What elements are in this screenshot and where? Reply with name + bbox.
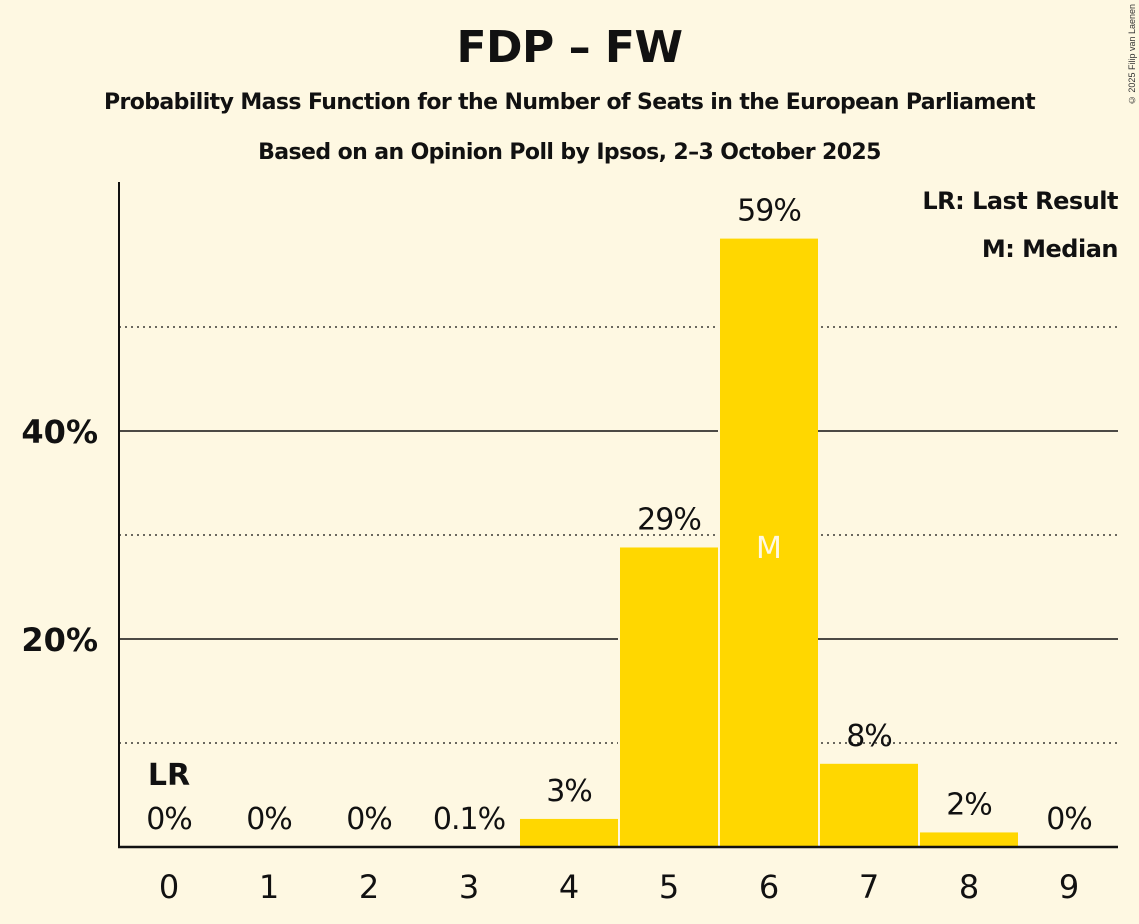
bar-value-label: 29% [637, 502, 701, 537]
bar-seat-7 [820, 763, 918, 847]
x-tick-label: 4 [559, 868, 579, 906]
chart-title: FDP – FW [456, 22, 683, 73]
bar-value-label: 0.1% [433, 802, 505, 837]
x-tick-label: 2 [359, 868, 379, 906]
x-tick-label: 6 [759, 868, 779, 906]
x-tick-label: 3 [459, 868, 479, 906]
bar-seat-5 [620, 547, 718, 847]
bars [518, 237, 1018, 848]
chart-source: Based on an Opinion Poll by Ipsos, 2–3 O… [258, 140, 881, 165]
bar-seat-6 [720, 238, 818, 848]
bar-value-label: 2% [946, 787, 992, 822]
bar-value-label: 8% [846, 719, 892, 754]
bar-seat-4 [520, 818, 618, 847]
x-tick-label: 8 [959, 868, 979, 906]
median-marker: M [756, 531, 782, 566]
x-tick-label: 7 [859, 868, 879, 906]
x-tick-label: 9 [1059, 868, 1079, 906]
bar-seat-8 [920, 832, 1018, 847]
bar-value-label: 0% [246, 802, 292, 837]
axes [118, 182, 1118, 849]
bar-value-label: 0% [146, 802, 192, 837]
y-tick-label: 20% [21, 621, 98, 659]
legend-median: M: Median [982, 235, 1118, 263]
last-result-marker: LR [148, 758, 190, 793]
x-tick-label: 1 [259, 868, 279, 906]
y-tick-label: 40% [21, 413, 98, 451]
x-tick-label: 5 [659, 868, 679, 906]
legend-last-result: LR: Last Result [922, 187, 1118, 215]
chart-subtitle: Probability Mass Function for the Number… [104, 90, 1036, 115]
bar-value-label: 0% [1046, 802, 1092, 837]
x-tick-label: 0 [159, 868, 179, 906]
labels: 20% 40% 0% 0 LR 0% 1 0% 2 0.1% 3 3% 4 29% 5 59% 6 M 8% 7 2% 8… [21, 194, 1092, 906]
bar-value-label: 3% [546, 774, 592, 809]
bar-value-label: 59% [737, 194, 801, 229]
bar-value-label: 0% [346, 802, 392, 837]
